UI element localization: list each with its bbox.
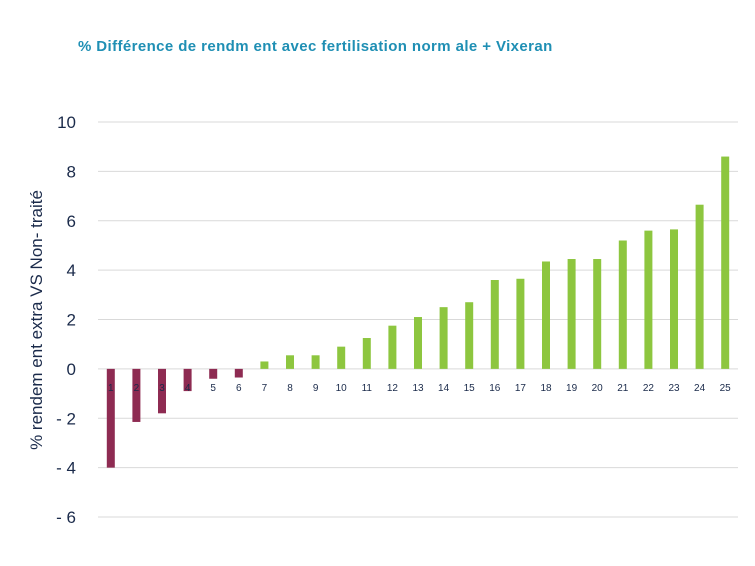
y-tick-label: 0 xyxy=(67,360,76,379)
bar xyxy=(721,156,730,369)
x-tick-label: 4 xyxy=(185,383,191,394)
bar xyxy=(414,317,422,369)
bar xyxy=(618,240,627,369)
x-tick-label: 17 xyxy=(515,383,527,394)
bar xyxy=(209,368,218,379)
y-tick-label: 6 xyxy=(67,212,76,231)
bar xyxy=(106,368,115,468)
y-tick-label: 8 xyxy=(67,162,76,181)
bar xyxy=(183,368,192,392)
y-tick-label: 2 xyxy=(67,311,76,330)
bar xyxy=(516,278,525,369)
bar xyxy=(670,229,678,369)
x-tick-label: 22 xyxy=(643,383,655,394)
x-tick-label: 14 xyxy=(438,383,450,394)
x-tick-label: 23 xyxy=(668,383,680,394)
bar xyxy=(132,368,141,422)
bar xyxy=(286,355,294,369)
bar xyxy=(311,355,320,369)
bar xyxy=(260,361,269,369)
bar xyxy=(567,259,576,369)
y-tick-label: 10 xyxy=(57,113,76,132)
x-tick-label: 25 xyxy=(720,383,732,394)
x-tick-label: 11 xyxy=(362,383,373,394)
x-axis-ticks: 1 2 3 4 5 6 7 8 9 10 11 12 13 14 15 16 17 18 19 20 21 22 23 24 2… xyxy=(108,383,731,394)
x-tick-label: 18 xyxy=(540,383,552,394)
x-tick-label: 5 xyxy=(210,383,216,394)
bar xyxy=(439,307,448,369)
x-tick-label: 10 xyxy=(336,383,348,394)
x-tick-label: 15 xyxy=(464,383,476,394)
y-tick-label: - 6 xyxy=(56,508,76,527)
x-tick-label: 9 xyxy=(313,383,319,394)
x-tick-label: 24 xyxy=(694,383,706,394)
y-tick-label: 4 xyxy=(67,261,76,280)
x-tick-label: 3 xyxy=(159,383,165,394)
bar xyxy=(542,261,550,369)
bar xyxy=(465,302,474,369)
y-tick-label: - 4 xyxy=(56,459,76,478)
chart-title: % Différence de rendm ent avec fertilisa… xyxy=(78,38,553,55)
bar xyxy=(362,338,371,369)
bar xyxy=(490,280,499,369)
x-tick-label: 6 xyxy=(236,383,242,394)
bar xyxy=(158,368,166,414)
x-tick-label: 13 xyxy=(412,383,424,394)
bar xyxy=(695,204,704,369)
bar xyxy=(234,368,243,378)
x-tick-label: 8 xyxy=(287,383,293,394)
x-tick-label: 16 xyxy=(489,383,501,394)
x-tick-label: 20 xyxy=(592,383,604,394)
x-tick-label: 7 xyxy=(262,383,268,394)
x-tick-label: 1 xyxy=(108,383,114,394)
x-tick-label: 21 xyxy=(617,383,629,394)
bar xyxy=(644,230,653,369)
bar xyxy=(388,325,397,369)
x-tick-label: 2 xyxy=(134,383,140,394)
x-tick-label: 19 xyxy=(566,383,578,394)
y-tick-label: - 2 xyxy=(56,409,76,428)
bar xyxy=(337,346,346,369)
bars xyxy=(106,156,730,468)
y-axis-label: % rendem ent extra VS Non- traité xyxy=(27,190,46,450)
y-axis-ticks: 10 8 6 4 2 0 - 2 - 4 - 6 xyxy=(56,113,76,527)
x-tick-label: 12 xyxy=(387,383,399,394)
bar xyxy=(593,259,602,369)
